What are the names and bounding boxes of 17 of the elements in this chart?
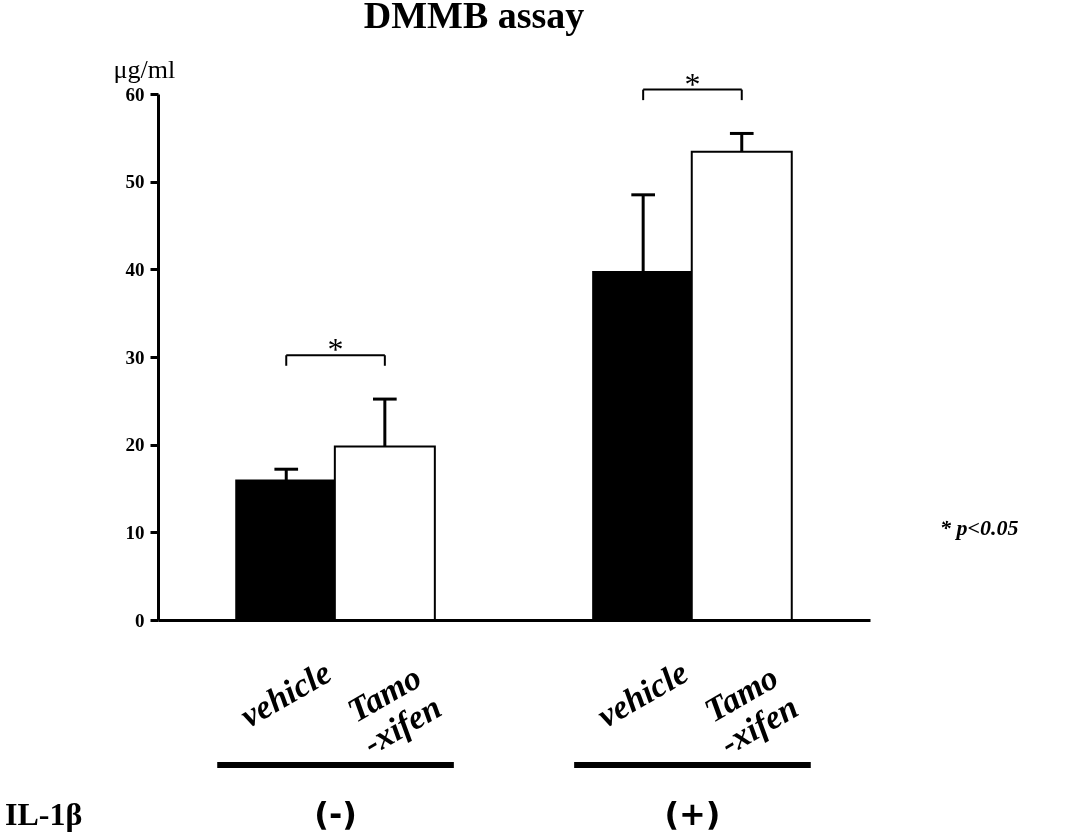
y-tick-label: 20 [125, 434, 145, 456]
y-tick-label: 40 [125, 258, 145, 280]
y-axis-title: μg/ml [113, 54, 176, 84]
annotation: * [684, 65, 701, 102]
y-tick-label: 50 [125, 171, 145, 193]
y-tick-label: 30 [125, 346, 145, 368]
y-tick-label: 10 [125, 521, 145, 543]
text: * p<0.05 [940, 515, 1019, 540]
chart-title: DMMB assay [363, 0, 585, 36]
text: (-) [314, 795, 357, 833]
text: IL-1β [5, 796, 83, 832]
text: (+) [664, 795, 721, 833]
x-tick-label: Tamo -xifen [341, 658, 448, 762]
y-tick-label: 0 [135, 609, 145, 631]
x-tick-label: Tamo -xifen [697, 658, 805, 762]
y-tick-label: 60 [125, 83, 145, 105]
annotation: * [327, 331, 344, 368]
